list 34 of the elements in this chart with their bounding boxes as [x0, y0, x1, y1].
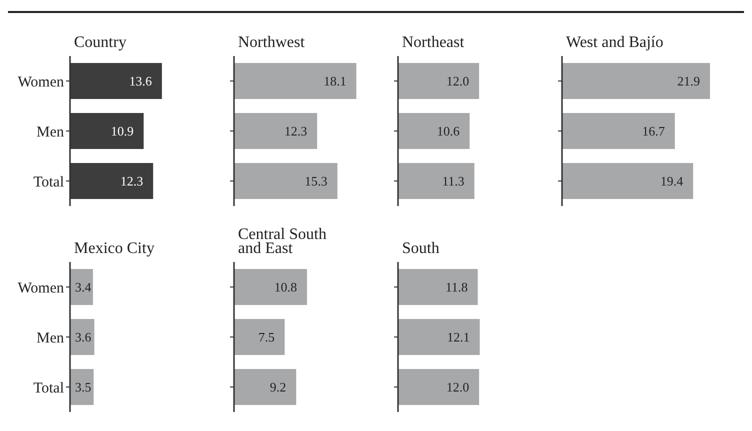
y-tick-label: Total	[33, 380, 64, 396]
data-label: 10.8	[274, 280, 297, 295]
chart-title: South	[401, 239, 440, 257]
data-label: 19.4	[660, 174, 684, 189]
chart-title: Northwest	[237, 33, 306, 51]
chart-title: Central South and East	[237, 225, 328, 257]
data-label: 7.5	[258, 330, 275, 345]
y-tick-label: Total	[33, 174, 64, 190]
data-label: 3.6	[75, 330, 92, 345]
data-label: 12.0	[446, 380, 470, 395]
y-tick-label: Women	[18, 74, 64, 90]
data-label: 11.3	[442, 174, 464, 189]
data-label: 15.3	[304, 174, 328, 189]
data-label: 12.0	[446, 74, 470, 89]
data-label: 18.1	[324, 74, 346, 89]
data-label: 13.6	[129, 74, 152, 89]
data-label: 10.9	[110, 124, 134, 139]
data-label: 10.6	[436, 124, 460, 139]
y-tick-label: Women	[18, 280, 64, 296]
chart-title: Northeast	[401, 33, 466, 51]
data-label: 12.1	[447, 330, 470, 345]
data-label: 3.4	[75, 280, 92, 295]
chart-title: West and Bajío	[565, 33, 664, 51]
data-label: 16.7	[642, 124, 666, 139]
chart-title: Country	[73, 33, 128, 51]
chart-title: Mexico City	[73, 239, 156, 257]
y-tick-label: Men	[36, 124, 64, 140]
data-label: 12.3	[284, 124, 308, 139]
data-label: 12.3	[120, 174, 144, 189]
data-label: 9.2	[270, 380, 286, 395]
data-label: 3.5	[75, 380, 92, 395]
y-tick-label: Men	[36, 330, 64, 346]
data-label: 11.8	[445, 280, 468, 295]
data-label: 21.9	[677, 74, 700, 89]
